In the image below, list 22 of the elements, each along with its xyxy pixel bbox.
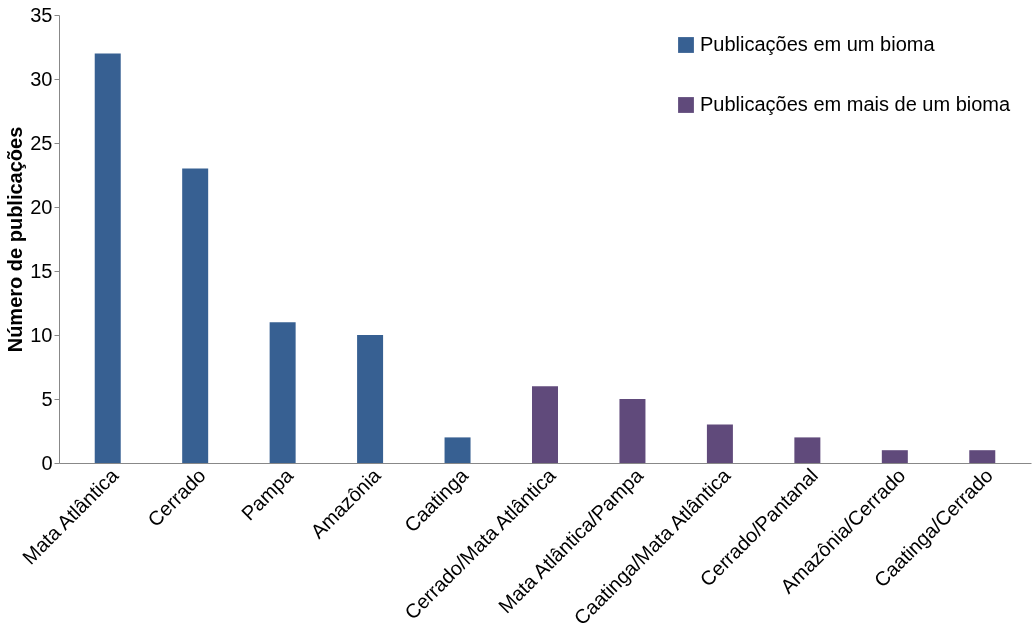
bar xyxy=(619,399,646,463)
bar xyxy=(881,450,908,463)
legend-label: Publicações em um bioma xyxy=(700,33,936,55)
bar xyxy=(182,168,209,463)
bar xyxy=(444,437,471,463)
y-tick-label: 35 xyxy=(30,3,53,26)
y-tick-label: 5 xyxy=(41,387,53,410)
legend-label: Publicações em mais de um bioma xyxy=(700,93,1012,115)
y-axis-title: Número de publicações xyxy=(4,126,27,353)
y-tick-label: 0 xyxy=(41,451,53,474)
y-tick-label: 20 xyxy=(30,195,53,218)
y-tick-label: 15 xyxy=(30,259,53,282)
y-tick-label: 25 xyxy=(30,131,53,154)
y-tick-label: 10 xyxy=(30,323,53,346)
bar xyxy=(969,450,996,463)
bar xyxy=(532,386,558,463)
bar xyxy=(706,424,733,463)
bar xyxy=(357,335,384,463)
bar xyxy=(94,53,121,463)
y-tick-label: 30 xyxy=(30,67,53,90)
bar xyxy=(794,437,821,463)
bar xyxy=(269,322,296,463)
